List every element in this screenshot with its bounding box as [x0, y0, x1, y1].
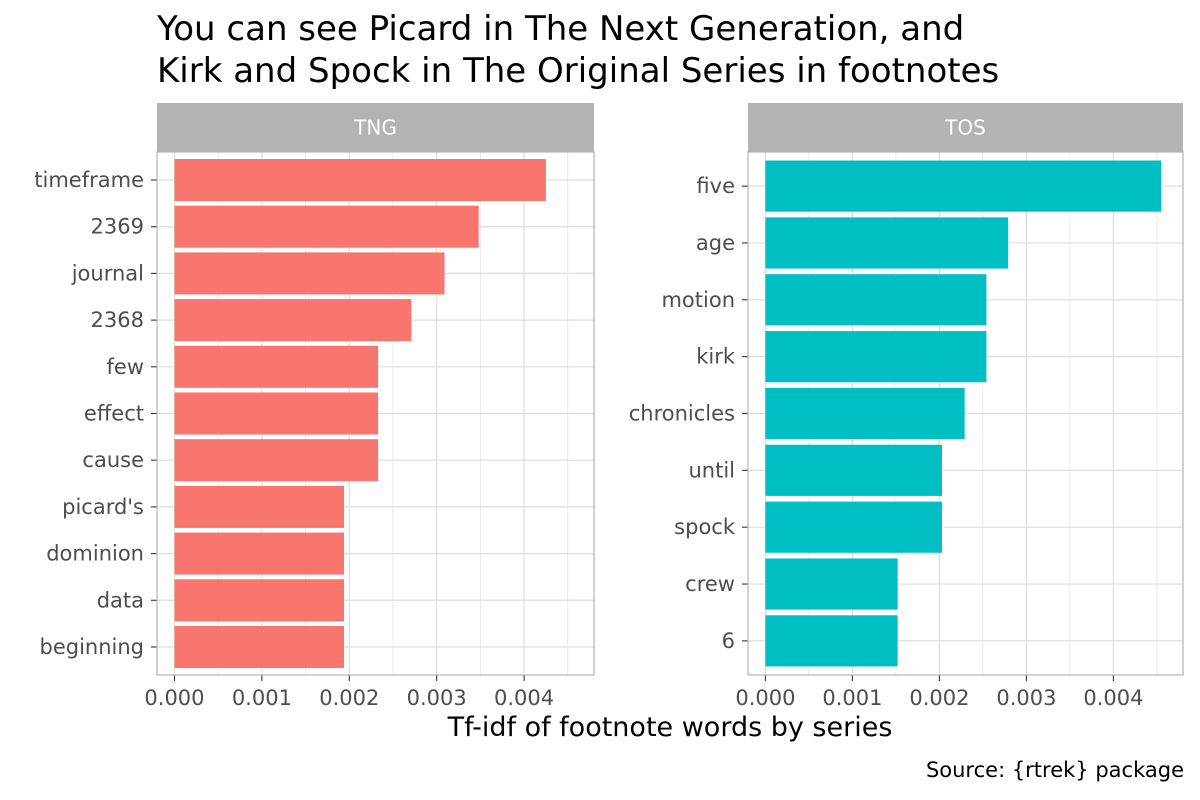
bar-tng-data — [174, 579, 345, 622]
x-tick-label-tng: 0.003 — [407, 686, 467, 710]
y-tick-label-tng: effect — [84, 402, 144, 426]
y-tick-label-tos: until — [688, 458, 735, 482]
facet-strip-tos — [748, 103, 1183, 152]
bar-tos-spock — [765, 501, 943, 553]
x-tick-label-tos: 0.002 — [909, 686, 969, 710]
x-tick-label-tng: 0.000 — [144, 686, 204, 710]
bar-tng-effect — [174, 392, 379, 435]
x-tick-label-tng: 0.001 — [232, 686, 292, 710]
y-tick-label-tng: 2368 — [91, 308, 144, 332]
x-axis-label: Tf-idf of footnote words by series — [447, 712, 893, 743]
bar-tos-chronicles — [765, 387, 965, 440]
bar-tng-cause — [174, 439, 379, 482]
bar-tng-2368 — [174, 299, 412, 342]
y-tick-label-tos: motion — [661, 288, 735, 312]
bar-tos-until — [765, 444, 943, 496]
facet-label-tos: TOS — [944, 116, 986, 140]
chart-title-line-1: You can see Picard in The Next Generatio… — [157, 9, 965, 49]
panel-border-tos — [747, 151, 1184, 676]
bar-tng-few — [174, 345, 379, 388]
bar-tng-picards — [174, 485, 345, 528]
bar-tos-motion — [765, 274, 987, 326]
chart-title-line-2: Kirk and Spock in The Original Series in… — [157, 51, 1000, 91]
facet-label-tng: TNG — [353, 116, 397, 140]
caption: Source: {rtrek} package — [925, 758, 1184, 782]
x-tick-label-tos: 0.003 — [996, 686, 1056, 710]
x-tick-label-tos: 0.004 — [1083, 686, 1143, 710]
bar-tng-beginning — [174, 625, 345, 668]
y-tick-label-tng: picard's — [62, 495, 144, 519]
bar-tng-2369 — [174, 205, 479, 248]
bar-tos-6 — [765, 615, 898, 667]
bar-tos-age — [765, 217, 1009, 269]
y-tick-label-tos: chronicles — [629, 402, 735, 426]
y-tick-label-tng: few — [107, 355, 145, 379]
y-tick-label-tng: data — [97, 588, 144, 612]
y-tick-label-tos: spock — [674, 515, 736, 539]
x-tick-label-tng: 0.004 — [494, 686, 554, 710]
y-tick-label-tos: age — [696, 231, 735, 255]
y-tick-label-tos: kirk — [696, 345, 736, 369]
y-tick-label-tos: crew — [685, 572, 735, 596]
chart-title: You can see Picard in The Next Generatio… — [157, 8, 999, 92]
y-tick-label-tng: beginning — [39, 635, 144, 659]
y-tick-label-tng: cause — [82, 448, 144, 472]
bar-tos-crew — [765, 558, 898, 610]
bar-tos-five — [765, 160, 1162, 212]
bar-tng-timeframe — [174, 159, 546, 202]
bar-tng-journal — [174, 252, 445, 295]
bar-tos-kirk — [765, 331, 987, 383]
x-tick-label-tng: 0.002 — [319, 686, 379, 710]
y-tick-label-tng: dominion — [46, 542, 144, 566]
y-tick-label-tos: five — [696, 174, 735, 198]
x-tick-label-tos: 0.000 — [735, 686, 795, 710]
y-tick-label-tng: 2369 — [91, 215, 144, 239]
panel-border-tng — [156, 151, 595, 676]
facet-strip-tng — [157, 103, 594, 152]
y-tick-label-tng: timeframe — [34, 168, 144, 192]
y-tick-label-tng: journal — [71, 261, 144, 285]
bar-tng-dominion — [174, 532, 345, 575]
x-tick-label-tos: 0.001 — [822, 686, 882, 710]
y-tick-label-tos: 6 — [722, 629, 735, 653]
